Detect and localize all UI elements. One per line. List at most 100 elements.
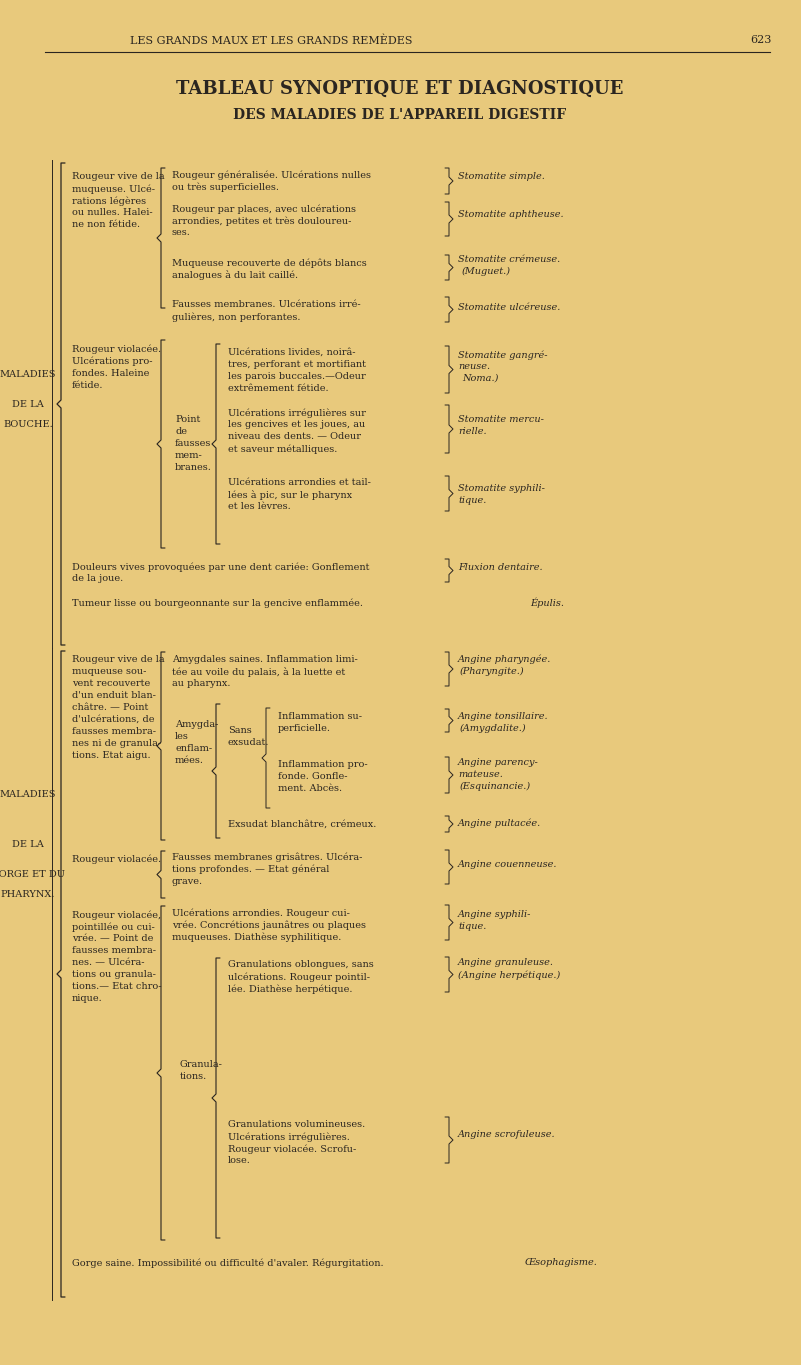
Text: Ulcérations irrégulières sur: Ulcérations irrégulières sur	[228, 408, 366, 418]
Text: Ulcérations arrondies. Rougeur cui-: Ulcérations arrondies. Rougeur cui-	[172, 908, 350, 917]
Text: lées à pic, sur le pharynx: lées à pic, sur le pharynx	[228, 490, 352, 500]
Text: ment. Abcès.: ment. Abcès.	[278, 784, 342, 793]
Text: (Pharyngite.): (Pharyngite.)	[460, 667, 525, 676]
Text: 623: 623	[750, 35, 771, 45]
Text: Rougeur violacée.: Rougeur violacée.	[72, 345, 161, 355]
Text: DE LA: DE LA	[12, 839, 44, 849]
Text: Granulations volumineuses.: Granulations volumineuses.	[228, 1121, 365, 1129]
Text: fausses membra-: fausses membra-	[72, 728, 156, 736]
Text: Œsophagisme.: Œsophagisme.	[525, 1259, 598, 1267]
Text: Tumeur lisse ou bourgeonnante sur la gencive enflammée.: Tumeur lisse ou bourgeonnante sur la gen…	[72, 598, 363, 607]
Text: Rougeur violacée.: Rougeur violacée.	[72, 854, 161, 864]
Text: tions.— Etat chro-: tions.— Etat chro-	[72, 981, 162, 991]
Text: muqueuses. Diathèse syphilitique.: muqueuses. Diathèse syphilitique.	[172, 932, 341, 942]
Text: Granula-: Granula-	[180, 1061, 223, 1069]
Text: vent recouverte: vent recouverte	[72, 678, 151, 688]
Text: tique.: tique.	[458, 921, 486, 931]
Text: Rougeur violacée,: Rougeur violacée,	[72, 910, 161, 920]
Text: Amygdales saines. Inflammation limi-: Amygdales saines. Inflammation limi-	[172, 655, 358, 663]
Text: Ulcérations arrondies et tail-: Ulcérations arrondies et tail-	[228, 478, 371, 487]
Text: Fausses membranes. Ulcérations irré-: Fausses membranes. Ulcérations irré-	[172, 300, 360, 308]
Text: Granulations oblongues, sans: Granulations oblongues, sans	[228, 960, 374, 969]
Text: analogues à du lait caillé.: analogues à du lait caillé.	[172, 270, 298, 280]
Text: Amygda-: Amygda-	[175, 719, 219, 729]
Text: Stomatite aphtheuse.: Stomatite aphtheuse.	[458, 210, 564, 218]
Text: fausses: fausses	[175, 440, 211, 448]
Text: pointillée ou cui-: pointillée ou cui-	[72, 921, 155, 931]
Text: Stomatite ulcéreuse.: Stomatite ulcéreuse.	[458, 303, 561, 313]
Text: (Muguet.): (Muguet.)	[462, 268, 511, 276]
Text: Inflammation su-: Inflammation su-	[278, 713, 362, 721]
Text: les: les	[175, 732, 189, 741]
Text: MALADIES: MALADIES	[0, 370, 56, 379]
Text: TABLEAU SYNOPTIQUE ET DIAGNOSTIQUE: TABLEAU SYNOPTIQUE ET DIAGNOSTIQUE	[176, 81, 624, 98]
Text: nique.: nique.	[72, 994, 103, 1003]
Text: nes. — Ulcéra-: nes. — Ulcéra-	[72, 958, 144, 966]
Text: d'un enduit blan-: d'un enduit blan-	[72, 691, 156, 700]
Text: Fluxion dentaire.: Fluxion dentaire.	[458, 562, 542, 572]
Text: Ulcérations irrégulières.: Ulcérations irrégulières.	[228, 1132, 350, 1141]
Text: branes.: branes.	[175, 463, 212, 472]
Text: grave.: grave.	[172, 876, 203, 886]
Text: lose.: lose.	[228, 1156, 251, 1164]
Text: ou nulles. Halei-: ou nulles. Halei-	[72, 207, 153, 217]
Text: Angine couenneuse.: Angine couenneuse.	[458, 860, 557, 870]
Text: les parois buccales.—Odeur: les parois buccales.—Odeur	[228, 373, 366, 381]
Text: Angine pultacée.: Angine pultacée.	[458, 818, 541, 827]
Text: gulières, non perforantes.: gulières, non perforantes.	[172, 313, 300, 322]
Text: (Amygdalite.): (Amygdalite.)	[460, 723, 526, 733]
Text: Ulcérations pro-: Ulcérations pro-	[72, 358, 152, 366]
Text: Sans: Sans	[228, 726, 252, 734]
Text: ou très superficielles.: ou très superficielles.	[172, 182, 279, 191]
Text: rielle.: rielle.	[458, 427, 487, 435]
Text: perficielle.: perficielle.	[278, 723, 331, 733]
Text: Ulcérations livides, noirâ-: Ulcérations livides, noirâ-	[228, 348, 356, 358]
Text: DE LA: DE LA	[12, 400, 44, 410]
Text: Rougeur vive de la: Rougeur vive de la	[72, 172, 165, 182]
Text: Angine syphili-: Angine syphili-	[458, 910, 531, 919]
Text: Rougeur généralisée. Ulcérations nulles: Rougeur généralisée. Ulcérations nulles	[172, 171, 371, 180]
Text: tions profondes. — Etat général: tions profondes. — Etat général	[172, 865, 329, 875]
Text: Muqueuse recouverte de dépôts blancs: Muqueuse recouverte de dépôts blancs	[172, 258, 367, 268]
Text: Angine granuleuse.: Angine granuleuse.	[458, 958, 554, 966]
Text: PHARYNX.: PHARYNX.	[1, 890, 55, 900]
Text: Inflammation pro-: Inflammation pro-	[278, 760, 368, 768]
Text: et saveur métalliques.: et saveur métalliques.	[228, 444, 337, 453]
Text: tée au voile du palais, à la luette et: tée au voile du palais, à la luette et	[172, 667, 345, 677]
Text: (Esquinancie.): (Esquinancie.)	[460, 782, 531, 792]
Text: de: de	[175, 427, 187, 435]
Text: Angine parency-: Angine parency-	[458, 758, 539, 767]
Text: (Angine herpétique.): (Angine herpétique.)	[458, 971, 560, 980]
Text: Rougeur violacée. Scrofu-: Rougeur violacée. Scrofu-	[228, 1144, 356, 1153]
Text: enflam-: enflam-	[175, 744, 212, 753]
Text: neuse.: neuse.	[458, 362, 490, 371]
Text: fonde. Gonﬂe-: fonde. Gonﬂe-	[278, 773, 348, 781]
Text: Gorge saine. Impossibilité ou difficulté d'avaler. Régurgitation.: Gorge saine. Impossibilité ou difficulté…	[72, 1259, 384, 1268]
Text: Douleurs vives provoquées par une dent cariée: Gonflement: Douleurs vives provoquées par une dent c…	[72, 562, 369, 572]
Text: extrêmement fétide.: extrêmement fétide.	[228, 384, 328, 393]
Text: vrée. — Point de: vrée. — Point de	[72, 934, 153, 943]
Text: ses.: ses.	[172, 228, 191, 238]
Text: exsudat.: exsudat.	[228, 738, 269, 747]
Text: nes ni de granula-: nes ni de granula-	[72, 738, 161, 748]
Text: MALADIES: MALADIES	[0, 790, 56, 799]
Text: DES MALADIES DE L'APPAREIL DIGESTIF: DES MALADIES DE L'APPAREIL DIGESTIF	[233, 108, 566, 121]
Text: LES GRANDS MAUX ET LES GRANDS REMÈDES: LES GRANDS MAUX ET LES GRANDS REMÈDES	[130, 35, 413, 45]
Text: arrondies, petites et très douloureu-: arrondies, petites et très douloureu-	[172, 216, 352, 225]
Text: Rougeur vive de la: Rougeur vive de la	[72, 655, 165, 663]
Text: ne non fétide.: ne non fétide.	[72, 220, 140, 229]
Text: les gencives et les joues, au: les gencives et les joues, au	[228, 420, 365, 429]
Text: rations légères: rations légères	[72, 197, 146, 206]
Text: BOUCHE.: BOUCHE.	[3, 420, 53, 429]
Text: Stomatite crémeuse.: Stomatite crémeuse.	[458, 255, 560, 263]
Text: Stomatite mercu-: Stomatite mercu-	[458, 415, 544, 425]
Text: Rougeur par places, avec ulcérations: Rougeur par places, avec ulcérations	[172, 203, 356, 213]
Text: niveau des dents. — Odeur: niveau des dents. — Odeur	[228, 431, 361, 441]
Text: d'ulcérations, de: d'ulcérations, de	[72, 715, 155, 723]
Text: tres, perforant et mortifiant: tres, perforant et mortifiant	[228, 360, 366, 369]
Text: Angine pharyngée.: Angine pharyngée.	[458, 655, 551, 665]
Text: tions. Etat aigu.: tions. Etat aigu.	[72, 751, 151, 760]
Text: et les lèvres.: et les lèvres.	[228, 502, 291, 511]
Text: au pharynx.: au pharynx.	[172, 678, 231, 688]
Text: châtre. — Point: châtre. — Point	[72, 703, 148, 713]
